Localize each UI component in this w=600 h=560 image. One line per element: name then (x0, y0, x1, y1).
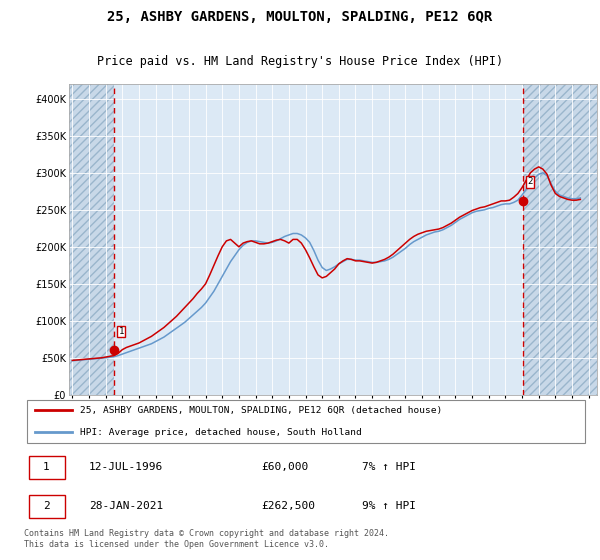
Text: 2: 2 (527, 178, 533, 186)
FancyBboxPatch shape (29, 456, 65, 479)
Text: £262,500: £262,500 (261, 501, 315, 511)
Text: Contains HM Land Registry data © Crown copyright and database right 2024.
This d: Contains HM Land Registry data © Crown c… (24, 529, 389, 549)
FancyBboxPatch shape (29, 495, 65, 518)
Text: 28-JAN-2021: 28-JAN-2021 (89, 501, 163, 511)
Bar (69, 84, 115, 395)
Text: 2: 2 (43, 501, 50, 511)
Text: Price paid vs. HM Land Registry's House Price Index (HPI): Price paid vs. HM Land Registry's House … (97, 55, 503, 68)
Text: 1: 1 (43, 463, 50, 473)
Text: 25, ASHBY GARDENS, MOULTON, SPALDING, PE12 6QR: 25, ASHBY GARDENS, MOULTON, SPALDING, PE… (107, 10, 493, 24)
Text: 12-JUL-1996: 12-JUL-1996 (89, 463, 163, 473)
Text: £60,000: £60,000 (261, 463, 308, 473)
FancyBboxPatch shape (27, 399, 585, 444)
Bar (69, 84, 115, 395)
Text: 25, ASHBY GARDENS, MOULTON, SPALDING, PE12 6QR (detached house): 25, ASHBY GARDENS, MOULTON, SPALDING, PE… (80, 406, 443, 415)
Text: 9% ↑ HPI: 9% ↑ HPI (362, 501, 416, 511)
Text: 1: 1 (119, 327, 124, 336)
Text: HPI: Average price, detached house, South Holland: HPI: Average price, detached house, Sout… (80, 428, 362, 437)
Text: 7% ↑ HPI: 7% ↑ HPI (362, 463, 416, 473)
Bar (523, 84, 597, 395)
Bar (523, 84, 597, 395)
